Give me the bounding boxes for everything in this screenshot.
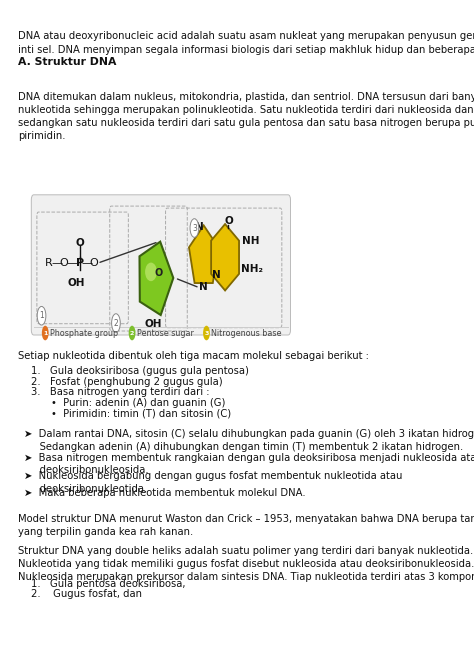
Text: O: O (90, 258, 99, 268)
Polygon shape (211, 224, 239, 291)
Text: —: — (66, 258, 77, 268)
Text: NH: NH (242, 236, 260, 246)
Text: O: O (224, 216, 233, 226)
FancyBboxPatch shape (31, 195, 291, 335)
Text: OH: OH (67, 278, 85, 288)
Text: 1: 1 (43, 330, 47, 336)
Text: Phosphate group: Phosphate group (50, 328, 118, 338)
Text: ➤  Basa nitrogen membentuk rangkaian dengan gula deoksiribosa menjadi nukleosida: ➤ Basa nitrogen membentuk rangkaian deng… (25, 453, 474, 476)
Polygon shape (139, 242, 173, 315)
Circle shape (111, 314, 120, 332)
Text: 3: 3 (192, 224, 197, 232)
Text: —: — (82, 258, 93, 268)
Text: 1.   Gula deoksiribosa (gugus gula pentosa): 1. Gula deoksiribosa (gugus gula pentosa… (31, 366, 248, 377)
Circle shape (190, 218, 199, 237)
Text: 1.   Gula pentosa deoksiribosa,: 1. Gula pentosa deoksiribosa, (31, 579, 185, 589)
Text: A. Struktur DNA: A. Struktur DNA (18, 57, 117, 67)
Text: 1: 1 (39, 312, 44, 320)
Circle shape (128, 326, 136, 340)
Text: P: P (76, 258, 84, 268)
Text: ➤  Maka beberapa nukleotida membentuk molekul DNA.: ➤ Maka beberapa nukleotida membentuk mol… (25, 488, 306, 498)
Text: N: N (195, 222, 204, 232)
Text: O: O (155, 268, 163, 278)
Text: Nitrogenous base: Nitrogenous base (211, 328, 282, 338)
Text: Struktur DNA yang double heliks adalah suatu polimer yang terdiri dari banyak nu: Struktur DNA yang double heliks adalah s… (18, 545, 474, 582)
Text: Pentose sugar: Pentose sugar (137, 328, 193, 338)
Polygon shape (189, 225, 219, 283)
Circle shape (37, 306, 46, 325)
Text: OH: OH (145, 319, 162, 329)
Text: NH₂: NH₂ (241, 263, 263, 273)
Text: —: — (52, 258, 63, 268)
Text: O: O (75, 239, 84, 249)
Text: 3: 3 (204, 330, 209, 336)
Text: Setiap nukleotida dibentuk oleh tiga macam molekul sebagai berikut :: Setiap nukleotida dibentuk oleh tiga mac… (18, 351, 369, 361)
Text: R: R (45, 258, 53, 268)
Text: 2: 2 (130, 330, 134, 336)
Text: ➤  Nukleosida bergabung dengan gugus fosfat membentuk nukleotida atau
     deoks: ➤ Nukleosida bergabung dengan gugus fosf… (25, 471, 403, 494)
Text: N: N (199, 282, 208, 292)
Circle shape (203, 326, 210, 340)
Text: •  Pirimidin: timin (T) dan sitosin (C): • Pirimidin: timin (T) dan sitosin (C) (51, 409, 231, 419)
Ellipse shape (145, 263, 157, 281)
Text: 2.   Fosfat (penghubung 2 gugus gula): 2. Fosfat (penghubung 2 gugus gula) (31, 377, 222, 387)
Circle shape (42, 326, 49, 340)
Text: DNA ditemukan dalam nukleus, mitokondria, plastida, dan sentriol. DNA tersusun d: DNA ditemukan dalam nukleus, mitokondria… (18, 92, 474, 141)
Text: O: O (60, 258, 69, 268)
Text: DNA atau deoxyribonucleic acid adalah suatu asam nukleat yang merupakan penyusun: DNA atau deoxyribonucleic acid adalah su… (18, 31, 474, 54)
Text: 2.    Gugus fosfat, dan: 2. Gugus fosfat, dan (31, 590, 142, 600)
Text: Model struktur DNA menurut Waston dan Crick – 1953, menyatakan bahwa DNA berupa : Model struktur DNA menurut Waston dan Cr… (18, 514, 474, 537)
Text: 3.   Basa nitrogen yang terdiri dari :: 3. Basa nitrogen yang terdiri dari : (31, 387, 209, 397)
Text: N: N (212, 270, 220, 280)
Text: ➤  Dalam rantai DNA, sitosin (C) selalu dihubungkan pada guanin (G) oleh 3 ikata: ➤ Dalam rantai DNA, sitosin (C) selalu d… (25, 429, 474, 452)
Text: •  Purin: adenin (A) dan guanin (G): • Purin: adenin (A) dan guanin (G) (51, 398, 225, 408)
Text: 2: 2 (114, 318, 118, 328)
